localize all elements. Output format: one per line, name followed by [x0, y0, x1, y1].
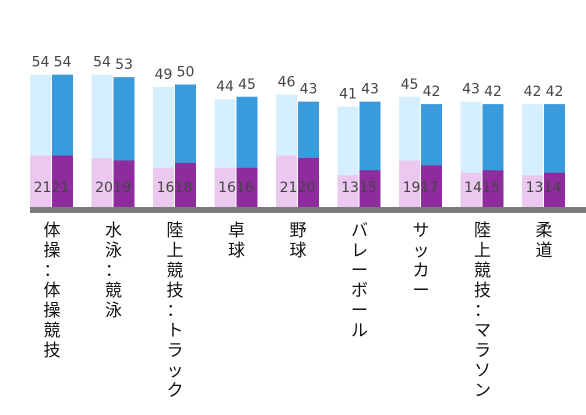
category-group: 54 53 20 19 水泳：競泳 [91, 55, 135, 321]
category-label: 野球 [290, 221, 307, 261]
value-label: 19 [113, 180, 131, 196]
value-label: 44 [216, 79, 234, 95]
category-label: 陸上競技：マラソン [474, 221, 491, 401]
bar-purple [236, 167, 258, 207]
value-label: 45 [238, 77, 256, 93]
bar-light-purple [522, 175, 543, 207]
value-label: 41 [339, 87, 357, 103]
category-group: 41 43 13 15 バレーボール [337, 82, 381, 341]
bar-light-purple [337, 175, 359, 207]
value-label: 19 [403, 180, 421, 196]
bar-purple [175, 162, 196, 207]
bar-purple [482, 170, 504, 207]
category-group: 43 42 14 15 陸上競技：マラソン [460, 82, 504, 401]
value-label: 16 [157, 180, 175, 196]
value-label: 50 [177, 65, 195, 81]
bar-light-purple [30, 155, 51, 207]
value-label: 46 [278, 74, 296, 90]
category-label: 卓球 [228, 221, 245, 261]
value-label: 45 [401, 77, 419, 93]
value-label: 15 [482, 180, 500, 196]
value-label: 42 [546, 84, 564, 100]
value-label: 14 [464, 180, 482, 196]
value-label: 18 [175, 180, 193, 196]
bar-light-purple [91, 158, 113, 207]
x-axis-line [30, 207, 586, 213]
value-label: 53 [115, 57, 133, 73]
category-label: サッカー [413, 221, 430, 301]
value-label: 20 [95, 180, 113, 196]
value-label: 49 [155, 67, 173, 83]
category-label: 柔道 [536, 221, 553, 261]
bar-light-purple [153, 167, 174, 207]
bar-purple [421, 165, 442, 207]
bar-purple [52, 155, 73, 207]
value-label: 21 [34, 180, 52, 196]
category-group: 44 45 16 16 卓球 [214, 77, 258, 261]
value-label: 21 [280, 180, 298, 196]
bar-light-purple [399, 160, 420, 207]
category-group: 46 43 21 20 野球 [276, 74, 319, 261]
category-label: 水泳：競泳 [105, 221, 122, 321]
value-label: 54 [54, 55, 72, 71]
value-label: 14 [544, 180, 562, 196]
bar-light-purple [276, 155, 297, 207]
value-label: 54 [32, 55, 50, 71]
category-label: バレーボール [351, 221, 368, 341]
bar-purple [359, 170, 381, 207]
value-label: 21 [52, 180, 70, 196]
bar-purple [298, 158, 319, 207]
value-label: 42 [423, 84, 441, 100]
value-label: 20 [298, 180, 316, 196]
category-label: 陸上競技：トラック [167, 221, 184, 401]
value-label: 17 [421, 180, 439, 196]
value-label: 43 [361, 82, 379, 98]
bar-light-purple [460, 172, 482, 207]
category-group: 42 42 13 14 柔道 [522, 84, 565, 261]
category-label: 体操：体操競技 [44, 221, 61, 361]
value-label: 54 [93, 55, 111, 71]
value-label: 42 [484, 84, 502, 100]
value-label: 15 [359, 180, 377, 196]
category-group: 49 50 16 18 陸上競技：トラック [153, 65, 196, 401]
bar-purple [113, 160, 135, 207]
value-label: 13 [526, 180, 544, 196]
value-label: 43 [462, 82, 480, 98]
category-group: 54 54 21 21 体操：体操競技 [30, 55, 73, 361]
value-label: 42 [524, 84, 542, 100]
value-label: 43 [300, 82, 318, 98]
bar-light-purple [214, 167, 236, 207]
category-group: 45 42 19 17 サッカー [399, 77, 442, 301]
bar-purple [544, 172, 565, 207]
value-label: 13 [341, 180, 359, 196]
value-label: 16 [236, 180, 254, 196]
value-label: 16 [218, 180, 236, 196]
